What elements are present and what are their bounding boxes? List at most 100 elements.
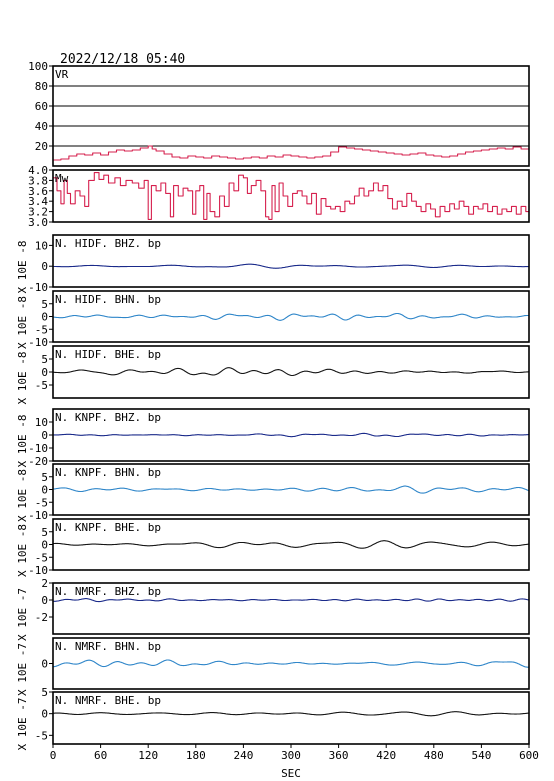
y-unit-label: X 10E -8 [16,241,29,294]
x-axis: 0 60 120 180 240 300 360 420 480 540 600 [50,744,539,762]
y-tick-label: 80 [35,80,48,93]
y-tick-label: 0 [41,366,48,379]
panel-8: -2 0 2 X 10E -7 N. NMRF. BHZ. bp [16,577,530,641]
y-tick-label: 4.0 [28,164,48,177]
trace-line [53,432,529,438]
y-tick-label: 3.2 [28,206,48,219]
panel-frame [52,169,530,223]
x-tick-label: 540 [471,749,491,762]
y-tick-label: -5 [35,323,48,336]
y-tick-label: 5 [41,471,48,484]
trace-line [53,263,529,269]
y-tick-label: 0 [41,539,48,552]
x-tick-label: 600 [519,749,539,762]
y-unit-label: X 10E -8 [16,296,29,349]
y-tick-label: -5 [35,496,48,509]
y-tick-label: 3.4 [28,195,48,208]
panel-label: N. HIDF. BHZ. bp [55,237,161,250]
y-unit-label: X 10E -8 [16,524,29,577]
y-tick-label: 5 [41,353,48,366]
y-tick-label: 5 [41,686,48,699]
x-tick-label: 480 [424,749,444,762]
y-tick-label: -5 [35,379,48,392]
y-tick-label: 2 [41,577,48,590]
panel-10: -5 0 5 X 10E -7 N. NMRF. BHE. bp [16,686,530,751]
panel-frame [52,463,530,516]
y-unit-label: X 10E -8 [16,415,29,468]
y-tick-label: 3.8 [28,174,48,187]
trace-line [53,598,529,603]
panel-label: N. KNPF. BHE. bp [55,521,161,534]
y-tick-label: 3.6 [28,185,48,198]
y-tick-label: 20 [35,140,48,153]
x-tick-label: 60 [94,749,107,762]
y-tick-label: 10 [35,239,48,252]
trace-line [53,711,529,717]
y-tick-label: 0 [41,658,48,671]
panel-label: N. KNPF. BHZ. bp [55,411,161,424]
y-tick-label: 100 [28,60,48,73]
y-unit-label: X 10E -8 [16,352,29,405]
y-tick-label: 10 [35,416,48,429]
y-tick-label: -10 [28,509,48,522]
x-tick-label: 240 [233,749,253,762]
panel-frame [52,290,530,343]
y-tick-label: 0 [41,708,48,721]
panel-label: N. NMRF. BHZ. bp [55,585,161,598]
trace-line [53,540,529,549]
x-tick-label: 300 [281,749,301,762]
panel-frame [52,518,530,571]
panel-1: 3.03.23.43.63.84.0 Mw [28,164,530,229]
panel-4: -505 X 10E -8 N. HIDF. BHE. bp [16,345,530,405]
y-unit-label: X 10E -7 [16,698,29,751]
panel-7: -10-505 X 10E -8 N. KNPF. BHE. bp [16,518,530,577]
panel-9: 0 X 10E -7 N. NMRF. BHN. bp [16,637,530,696]
y-tick-label: 0 [41,429,48,442]
y-tick-label: 0 [41,311,48,324]
panel-frame [52,408,530,462]
panel-label: N. HIDF. BHE. bp [55,348,161,361]
x-tick-label: 0 [50,749,57,762]
y-tick-label: -10 [28,336,48,349]
panel-frame [52,234,530,288]
x-tick-label: 120 [138,749,158,762]
y-tick-label: -5 [35,729,48,742]
trace-line [53,659,529,668]
panel-label: N. NMRF. BHN. bp [55,640,161,653]
panel-3: -10-505 X 10E -8 N. HIDF. BHN. bp [16,290,530,349]
trace-line [53,485,529,494]
y-tick-label: 5 [41,298,48,311]
y-tick-label: -10 [28,281,48,294]
trace-line [53,367,529,377]
panel-6: -10-505 X 10E -8 N. KNPF. BHN. bp [16,463,530,522]
y-tick-label: 0 [41,484,48,497]
trace-line [53,312,529,321]
chart-title: 2022/12/18 05:40 [60,52,185,67]
y-unit-label: X 10E -8 [16,469,29,522]
y-tick-label: -2 [35,611,48,624]
y-tick-label: 5 [41,526,48,539]
y-tick-label: 0 [41,260,48,273]
y-tick-label: -10 [28,564,48,577]
panel-label: VR [55,68,69,81]
x-tick-label: 180 [186,749,206,762]
x-tick-label: 420 [376,749,396,762]
y-tick-label: -20 [28,455,48,468]
y-unit-label: X 10E -7 [16,588,29,641]
y-tick-label: 3.0 [28,216,48,229]
x-axis-label: SEC [281,767,301,780]
y-tick-label: 60 [35,100,48,113]
y-tick-label: -10 [28,442,48,455]
x-tick-label: 360 [329,749,349,762]
panel-label: N. KNPF. BHN. bp [55,466,161,479]
y-unit-label: X 10E -7 [16,643,29,696]
trace-line [53,172,529,220]
y-tick-label: -5 [35,551,48,564]
panel-frame [52,637,530,690]
panel-frame [52,65,530,167]
panel-frame [52,345,530,399]
panel-0: 20 40 60 80 100 VR [28,60,530,167]
panel-label: N. NMRF. BHE. bp [55,694,161,707]
